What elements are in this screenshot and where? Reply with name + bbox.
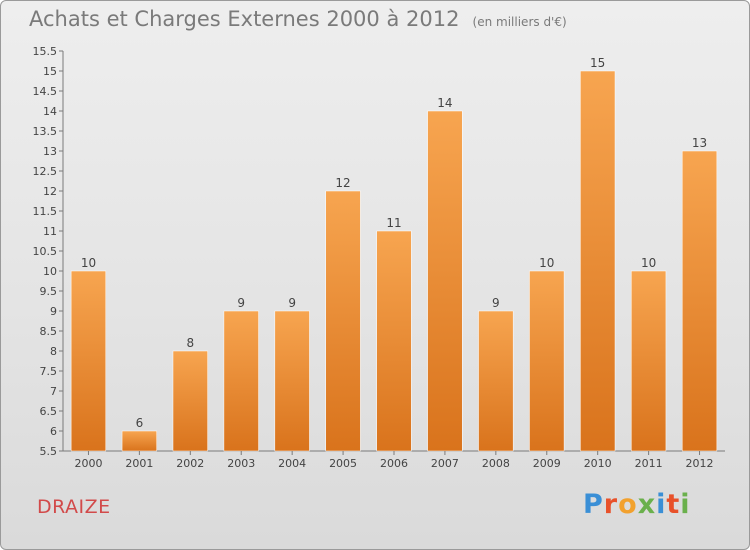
bar-value-label: 14 xyxy=(437,96,452,110)
y-tick-label: 8.5 xyxy=(40,325,58,338)
bar xyxy=(580,70,616,452)
bar-value-label: 9 xyxy=(288,296,296,310)
y-tick-label: 12.5 xyxy=(33,165,58,178)
commune-name: DRAIZE xyxy=(37,496,111,518)
y-tick-label: 9.5 xyxy=(40,285,58,298)
y-tick-label: 10.5 xyxy=(33,245,58,258)
x-tick-label: 2010 xyxy=(584,457,612,470)
logo-letter: o xyxy=(618,489,638,520)
y-tick-label: 12 xyxy=(43,185,57,198)
y-tick-label: 7 xyxy=(50,385,57,398)
y-tick-label: 13 xyxy=(43,145,57,158)
bar-value-label: 9 xyxy=(237,296,245,310)
bar-value-label: 11 xyxy=(386,216,401,230)
logo-letter: i xyxy=(680,489,691,520)
x-tick-label: 2002 xyxy=(176,457,204,470)
chart-unit-note: (en milliers d'€) xyxy=(472,15,567,29)
x-tick-label: 2006 xyxy=(380,457,408,470)
bar xyxy=(121,430,157,452)
y-tick-label: 10 xyxy=(43,265,57,278)
bar xyxy=(172,350,208,452)
bar xyxy=(223,310,259,452)
y-tick-label: 6 xyxy=(50,425,57,438)
x-tick-label: 2004 xyxy=(278,457,306,470)
bar-value-label: 10 xyxy=(539,256,554,270)
logo-letter: t xyxy=(666,489,681,520)
bar-value-label: 10 xyxy=(81,256,96,270)
y-tick-label: 14.5 xyxy=(33,85,58,98)
y-tick-label: 6.5 xyxy=(40,405,58,418)
x-tick-label: 2000 xyxy=(74,457,102,470)
bar xyxy=(427,110,463,452)
x-tick-label: 2009 xyxy=(533,457,561,470)
x-tick-label: 2008 xyxy=(482,457,510,470)
x-tick-label: 2011 xyxy=(635,457,663,470)
bar xyxy=(325,190,361,452)
x-tick-label: 2012 xyxy=(686,457,714,470)
y-tick-label: 11.5 xyxy=(33,205,58,218)
chart-title-text: Achats et Charges Externes 2000 à 2012 xyxy=(29,7,460,31)
x-tick-label: 2005 xyxy=(329,457,357,470)
y-tick-label: 5.5 xyxy=(40,445,58,458)
bar-value-label: 8 xyxy=(186,336,194,350)
bar xyxy=(631,270,667,452)
logo-letter: r xyxy=(603,489,619,520)
bar xyxy=(478,310,514,452)
y-tick-label: 9 xyxy=(50,305,57,318)
chart-title: Achats et Charges Externes 2000 à 2012 (… xyxy=(29,7,567,31)
y-tick-label: 15 xyxy=(43,65,57,78)
bar-value-label: 10 xyxy=(641,256,656,270)
y-tick-label: 8 xyxy=(50,345,57,358)
y-tick-label: 11 xyxy=(43,225,57,238)
bar xyxy=(376,230,412,452)
bar-value-label: 15 xyxy=(590,56,605,70)
bar-value-label: 12 xyxy=(335,176,350,190)
y-tick-label: 14 xyxy=(43,105,57,118)
bar xyxy=(274,310,310,452)
bar-value-label: 6 xyxy=(136,416,144,430)
bar-value-label: 13 xyxy=(692,136,707,150)
x-tick-label: 2003 xyxy=(227,457,255,470)
y-tick-label: 13.5 xyxy=(33,125,58,138)
y-tick-label: 7.5 xyxy=(40,365,58,378)
logo-letter: P xyxy=(583,489,604,520)
logo-letter: i xyxy=(656,489,667,520)
logo-letter: x xyxy=(637,489,657,520)
y-tick-label: 15.5 xyxy=(33,45,58,58)
bar xyxy=(70,270,107,452)
bar xyxy=(681,150,718,452)
bar-value-label: 9 xyxy=(492,296,500,310)
bar xyxy=(529,270,565,452)
x-tick-label: 2001 xyxy=(125,457,153,470)
proxiti-logo: Proxiti xyxy=(583,489,691,520)
x-tick-label: 2007 xyxy=(431,457,459,470)
